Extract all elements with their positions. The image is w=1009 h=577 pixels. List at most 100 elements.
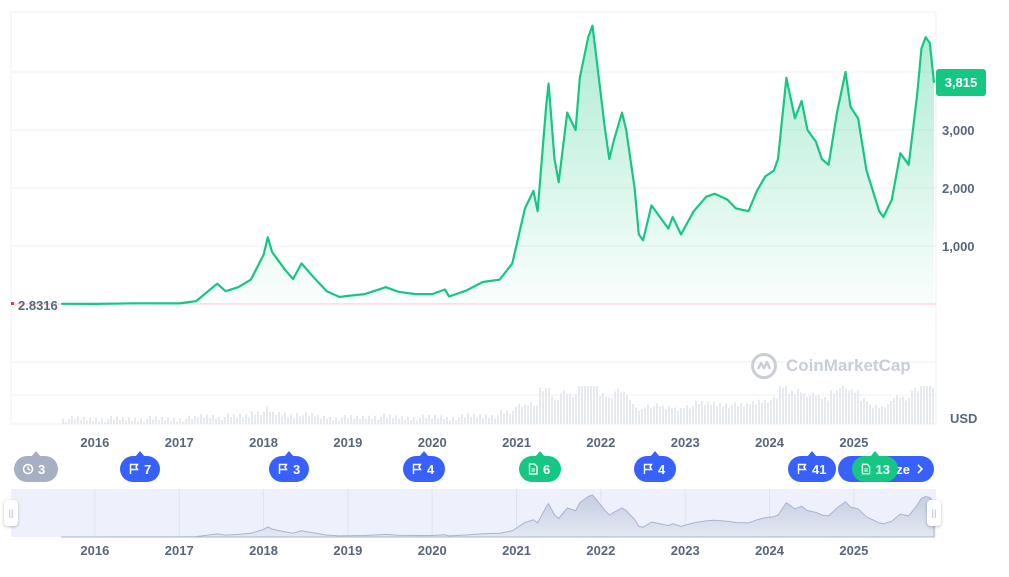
volume-bar — [83, 416, 85, 424]
volume-bar — [485, 414, 487, 424]
volume-bar — [494, 418, 496, 424]
volume-bar — [482, 417, 484, 424]
volume-bar — [242, 417, 244, 424]
volume-bar — [719, 403, 721, 424]
event-badge-history[interactable]: 3 — [14, 451, 58, 482]
x-tick-label: 2017 — [165, 435, 194, 450]
volume-bar — [698, 404, 700, 424]
volume-bar — [710, 404, 712, 424]
volume-bar — [359, 419, 361, 424]
volume-bar — [101, 418, 103, 424]
volume-bar — [224, 417, 226, 424]
document-icon — [861, 463, 871, 475]
volume-bar — [677, 411, 679, 424]
volume-bar — [788, 393, 790, 424]
volume-bar — [530, 402, 532, 424]
clock-icon — [22, 463, 34, 475]
volume-bar — [293, 417, 295, 424]
event-badge-flag[interactable]: 4 — [403, 451, 445, 482]
volume-bar — [890, 401, 892, 424]
volume-bar — [923, 386, 925, 424]
volume-bar — [152, 419, 154, 424]
volume-bar — [776, 398, 778, 424]
volume-bar — [662, 405, 664, 424]
volume-bar — [680, 408, 682, 424]
volume-bar — [470, 416, 472, 424]
volume-bar — [605, 396, 607, 424]
volume-bar — [365, 418, 367, 424]
volume-bar — [155, 416, 157, 424]
volume-bar — [173, 417, 175, 424]
volume-bar — [305, 412, 307, 424]
volume-bar — [317, 415, 319, 424]
volume-bar — [614, 391, 616, 424]
event-badge-flag[interactable]: 4 — [634, 451, 676, 482]
navigator-left-handle[interactable]: || — [4, 500, 18, 526]
event-badge-flag[interactable]: 7 — [120, 451, 160, 482]
volume-bar — [260, 414, 262, 424]
volume-bar — [842, 386, 844, 424]
volume-bar — [290, 414, 292, 424]
currency-label: USD — [950, 411, 978, 426]
event-badge-document[interactable]: 6 — [519, 451, 561, 482]
volume-bar — [623, 391, 625, 424]
volume-bars — [62, 386, 934, 424]
volume-bar — [296, 412, 298, 424]
volume-bar — [542, 391, 544, 424]
volume-bar — [860, 400, 862, 424]
volume-bar — [575, 394, 577, 424]
volume-bar — [239, 413, 241, 424]
volume-bar — [281, 415, 283, 424]
volume-bar — [725, 403, 727, 424]
volume-bar — [743, 406, 745, 424]
volume-bar — [779, 386, 781, 424]
volume-bar — [92, 420, 94, 424]
volume-bar — [254, 414, 256, 424]
volume-bar — [512, 411, 514, 424]
volume-bar — [770, 399, 772, 424]
volume-bar — [803, 393, 805, 424]
coinmarketcap-logo-icon — [751, 353, 777, 379]
volume-bar — [71, 415, 73, 424]
volume-bar — [536, 405, 538, 424]
volume-bar — [452, 416, 454, 424]
volume-bar — [62, 418, 64, 424]
event-badge-flag[interactable]: 3 — [269, 451, 309, 482]
event-badge-document[interactable]: 13 — [852, 451, 898, 482]
volume-bar — [119, 419, 121, 424]
chevron-right-icon — [917, 464, 924, 474]
volume-bar — [461, 414, 463, 424]
volume-bar — [563, 390, 565, 424]
volume-bar — [734, 402, 736, 424]
navigator-right-handle[interactable]: || — [927, 500, 941, 526]
volume-bar — [713, 401, 715, 424]
volume-bar — [686, 405, 688, 424]
volume-bar — [557, 400, 559, 424]
volume-bar — [728, 408, 730, 424]
volume-bar — [689, 408, 691, 424]
volume-bar — [464, 417, 466, 424]
volume-bar — [674, 407, 676, 424]
volume-bar — [230, 417, 232, 424]
volume-bar — [386, 417, 388, 424]
volume-bar — [899, 398, 901, 424]
volume-bar — [218, 416, 220, 424]
volume-bar — [716, 406, 718, 424]
x-axis-ticks: 2016 2017 2018 2019 2020 2021 2022 2023 2024 2025 — [80, 435, 868, 450]
volume-bar — [233, 414, 235, 424]
volume-bar — [848, 390, 850, 424]
volume-bar — [701, 401, 703, 424]
volume-bar — [704, 404, 706, 424]
current-price-tag: 3,815 — [936, 69, 986, 96]
volume-bar — [215, 418, 217, 424]
y-tick-label: 3,000 — [942, 123, 975, 138]
volume-bar — [413, 417, 415, 424]
volume-bar — [611, 398, 613, 424]
price-area — [61, 25, 934, 304]
volume-bar — [248, 417, 250, 424]
event-badge-flag[interactable]: 41 — [788, 451, 836, 482]
volume-bar — [320, 418, 322, 424]
volume-bar — [347, 418, 349, 424]
volume-bar — [107, 418, 109, 424]
volume-bar — [932, 387, 934, 424]
